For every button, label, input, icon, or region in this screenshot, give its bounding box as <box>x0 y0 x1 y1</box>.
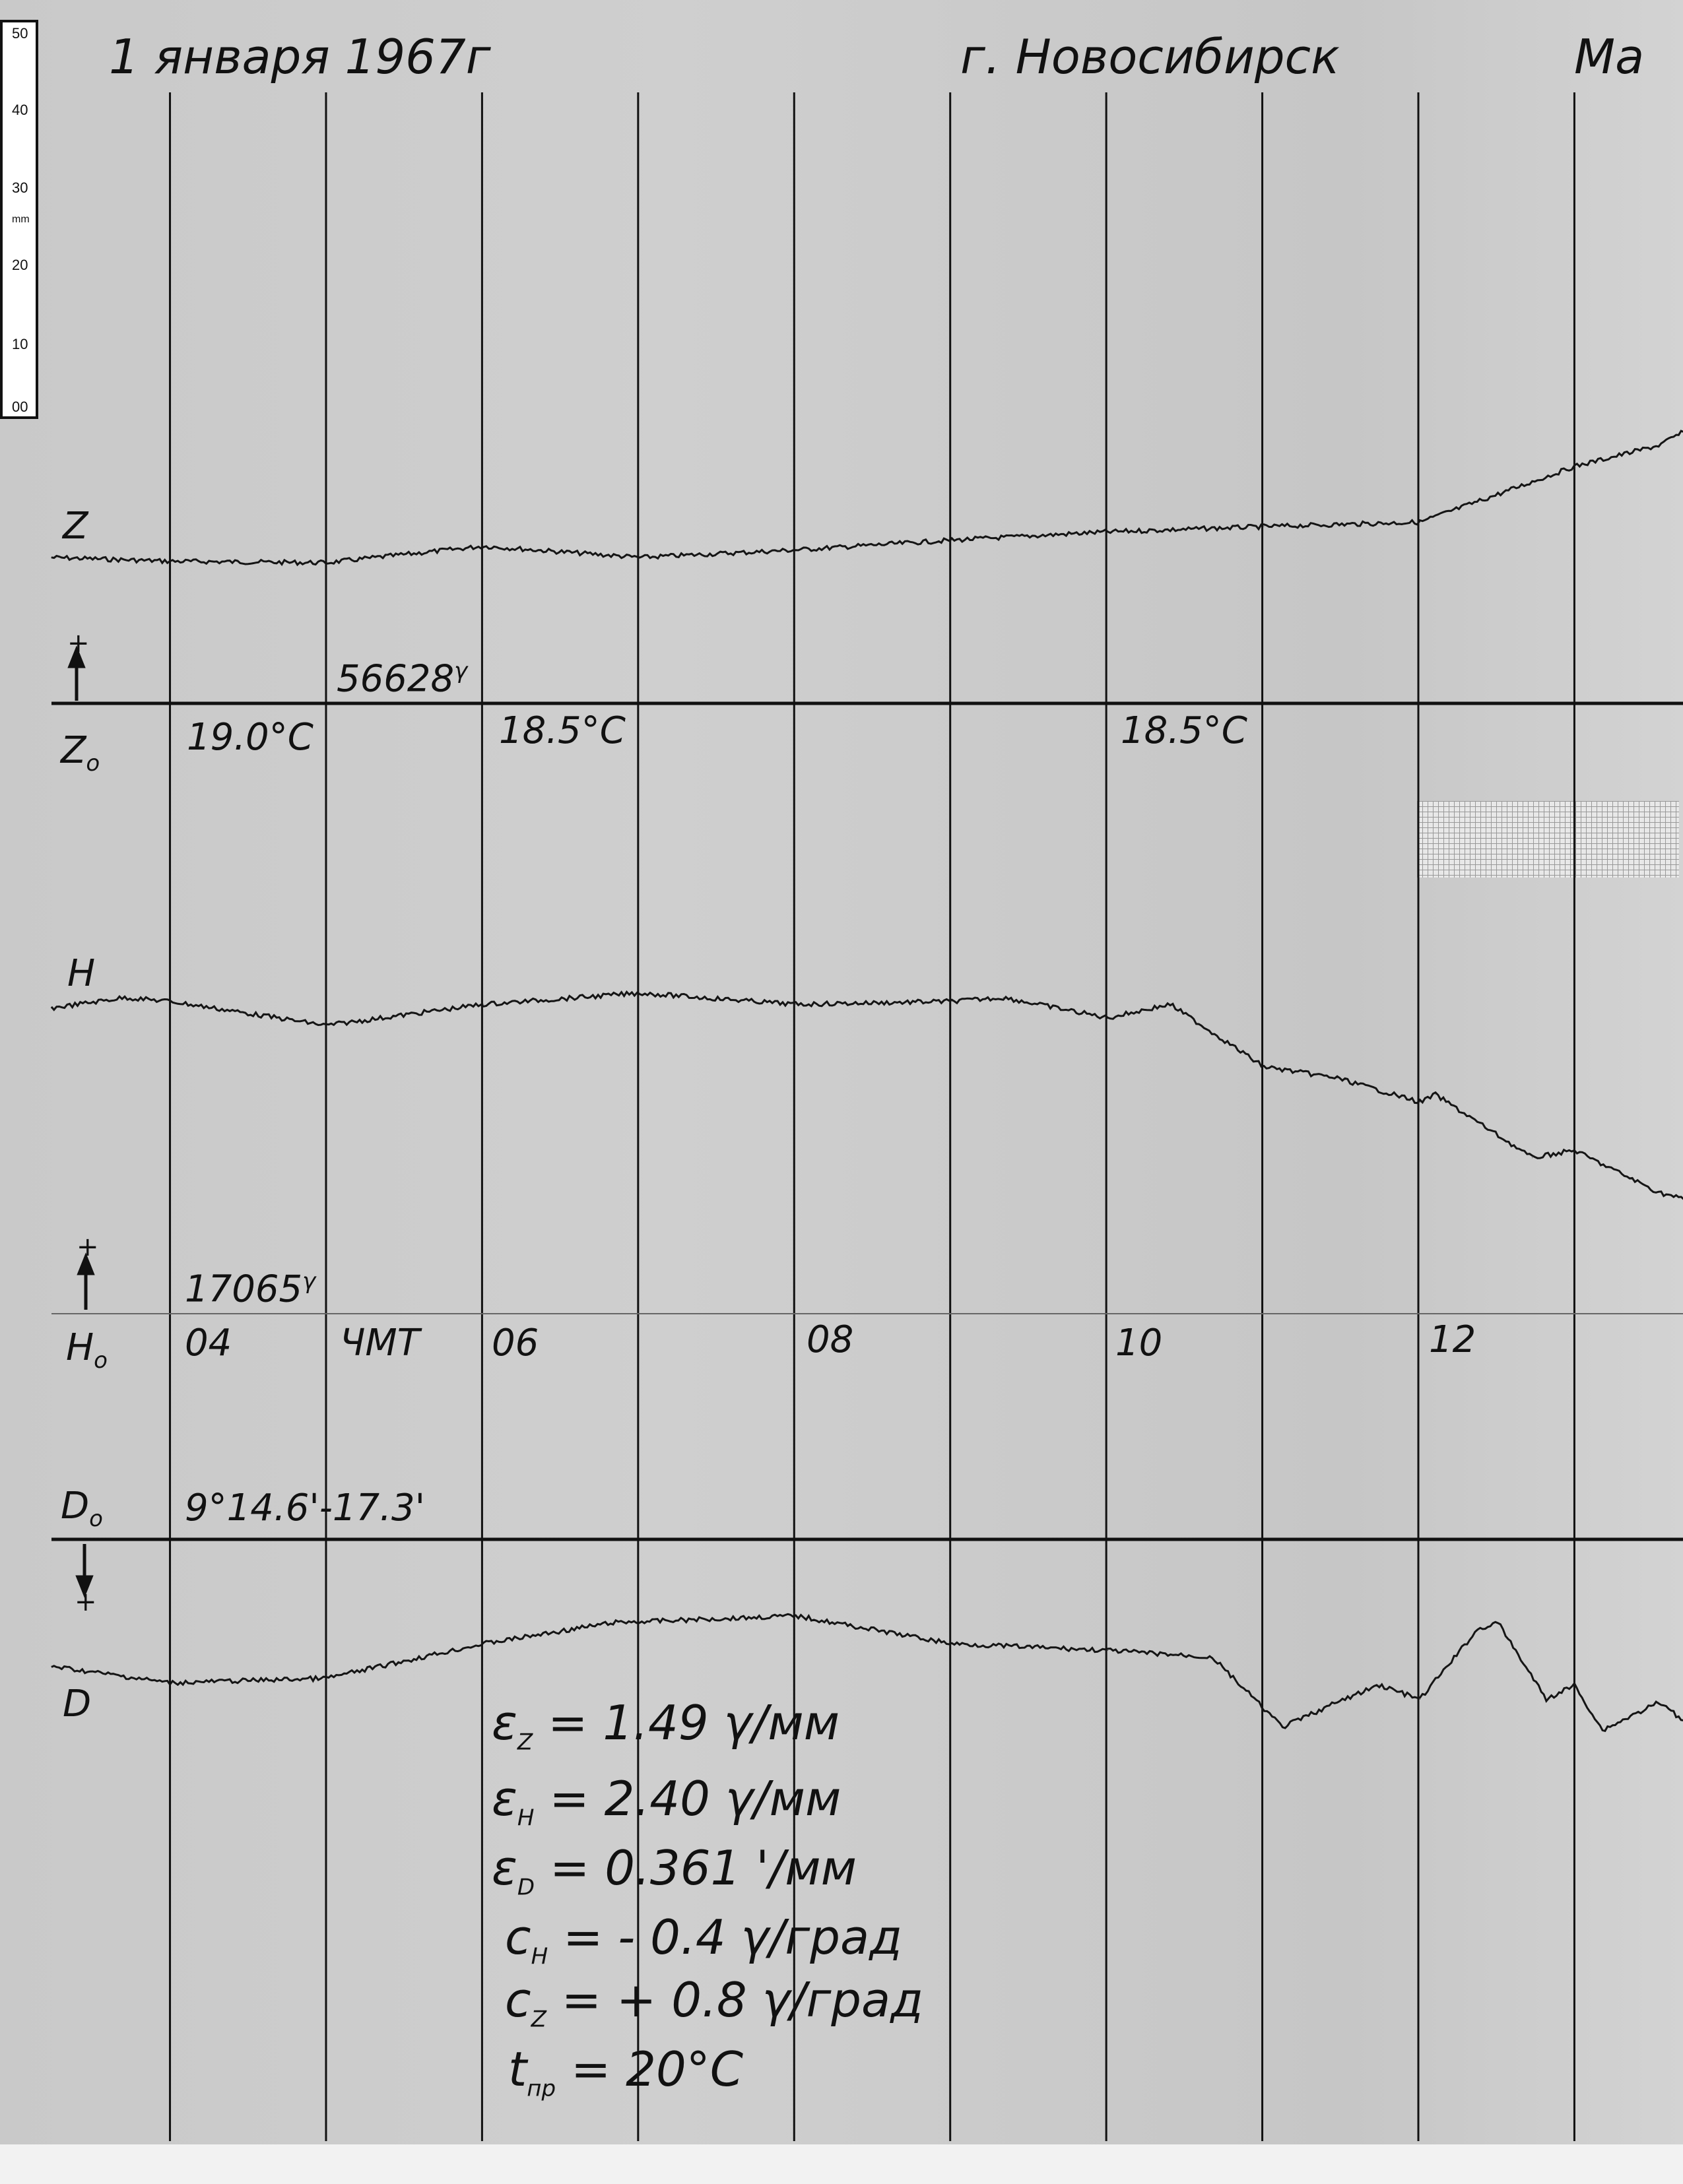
h-data-point <box>1170 1004 1171 1005</box>
ruler-unit: mm <box>12 214 30 225</box>
symbol: t <box>508 2041 527 2097</box>
value: = - 0.4 <box>563 1910 741 1965</box>
value: = 20°C <box>570 2041 744 2097</box>
temperature-label: 18.5°C <box>499 709 626 752</box>
h-data-point <box>1573 1149 1575 1151</box>
symbol: ε <box>492 1840 517 1896</box>
z-trace-label: Z <box>63 505 88 548</box>
z-arrowhead <box>67 645 86 668</box>
value: = 2.40 <box>549 1771 725 1826</box>
unit: γ/мм <box>725 1771 842 1826</box>
d-data-point <box>795 1615 797 1617</box>
h-data-point <box>795 1004 797 1005</box>
z-baseline-label: Zo <box>61 732 100 775</box>
z0-letter: Z <box>61 729 86 772</box>
ruler-label: 10 <box>12 336 28 352</box>
subscript: H <box>517 1805 535 1832</box>
z-base-value: 56628γ <box>337 660 467 698</box>
d-trace-label: D <box>63 1683 92 1725</box>
z-data-point <box>325 562 327 563</box>
h-base-number: 17065 <box>185 1268 303 1311</box>
d-baseline-label: Do <box>61 1485 103 1533</box>
d-data-point <box>1336 1702 1338 1703</box>
scan-margin <box>0 2144 1683 2184</box>
h-trace <box>50 990 1683 1200</box>
ruler-label: 30 <box>12 179 28 196</box>
d-data-point <box>325 1678 327 1679</box>
ruler-label: 40 <box>12 102 28 118</box>
value: = + 0.8 <box>561 1972 762 2028</box>
d0-letter: D <box>61 1485 90 1527</box>
graph-paper-patch <box>1417 801 1679 878</box>
h-data-point <box>325 1025 327 1026</box>
constant-c-z: cZ = + 0.8 γ/град <box>505 1976 923 2030</box>
subscript: H <box>531 1943 548 1970</box>
constant-epsilon-z: εZ = 1.49 γ/мм <box>492 1699 840 1753</box>
h-data-point <box>1532 1157 1533 1159</box>
h-unit: γ <box>302 1268 316 1295</box>
d0-sub: o <box>89 1506 103 1533</box>
record-date: 1 января 1967г <box>109 29 491 84</box>
constant-epsilon-d: εD = 0.361 '/мм <box>492 1844 857 1898</box>
symbol: c <box>505 1972 531 2028</box>
observatory-city: г. Новосибирск <box>960 29 1340 84</box>
d-data-point <box>1477 1628 1478 1630</box>
h-data-point <box>1003 997 1004 998</box>
h-base-value: 17065γ <box>185 1270 315 1308</box>
subscript: Z <box>531 2006 546 2033</box>
symbol: ε <box>492 1771 517 1826</box>
d-data-point <box>1107 1650 1108 1651</box>
h-data-point <box>1336 1077 1338 1079</box>
h-plus-sign: + <box>77 1232 99 1262</box>
z-trace <box>51 430 1683 567</box>
subscript: D <box>517 1874 535 1901</box>
h-arrowhead <box>77 1252 95 1275</box>
h-data-point <box>1263 1066 1265 1068</box>
subscript: Z <box>517 1729 533 1756</box>
time-tick-label: 12 <box>1429 1318 1476 1361</box>
z-base-number: 56628 <box>337 657 455 701</box>
ruler-label: 20 <box>12 257 28 273</box>
d-arrowhead <box>75 1575 94 1598</box>
constant-epsilon-h: εH = 2.40 γ/мм <box>492 1775 841 1829</box>
h-baseline-label: Ho <box>66 1330 108 1372</box>
h-trace-label: H <box>67 952 96 995</box>
d-plus-sign: + <box>75 1587 97 1617</box>
constant-c-h: cH = - 0.4 γ/град <box>505 1913 902 1968</box>
value: = 0.361 <box>550 1840 756 1896</box>
value: = 1.49 <box>548 1695 724 1750</box>
h-data-point <box>1107 1017 1108 1019</box>
symbol: ε <box>492 1695 517 1750</box>
temperature-label: 19.0°C <box>187 716 314 759</box>
h0-sub: o <box>94 1347 108 1374</box>
ruler-label: 00 <box>12 399 28 415</box>
subscript: пр <box>527 2075 556 2102</box>
time-tick-label: 08 <box>807 1318 854 1361</box>
d-base-value: 9°14.6'-17.3' <box>185 1487 425 1529</box>
z0-sub: o <box>86 750 100 777</box>
unit: '/мм <box>756 1840 857 1896</box>
ruler-label: 50 <box>12 25 28 42</box>
scale-ruler: 50 40 30 mm 20 10 00 <box>0 20 38 419</box>
unit: γ/мм <box>723 1695 840 1750</box>
temperature-label: 18.5°C <box>1121 709 1247 752</box>
h0-letter: H <box>66 1326 94 1369</box>
header-truncated: Ма <box>1574 29 1645 84</box>
time-axis-unit: ЧМТ <box>340 1322 420 1365</box>
h-data-point <box>483 1004 484 1005</box>
unit: γ/град <box>762 1972 923 2028</box>
symbol: c <box>505 1910 531 1965</box>
constant-t-pr: tпр = 20°C <box>508 2045 743 2100</box>
time-tick-label: 06 <box>492 1322 539 1365</box>
unit: γ/град <box>741 1910 902 1965</box>
h-data-point <box>124 997 125 998</box>
time-tick-label: 10 <box>1115 1322 1163 1365</box>
d-trace <box>51 1613 1683 1733</box>
z-unit: γ <box>454 658 468 684</box>
time-tick-label: 04 <box>185 1322 232 1365</box>
z-plus-sign: + <box>67 628 90 658</box>
d-data-point <box>612 1622 614 1623</box>
